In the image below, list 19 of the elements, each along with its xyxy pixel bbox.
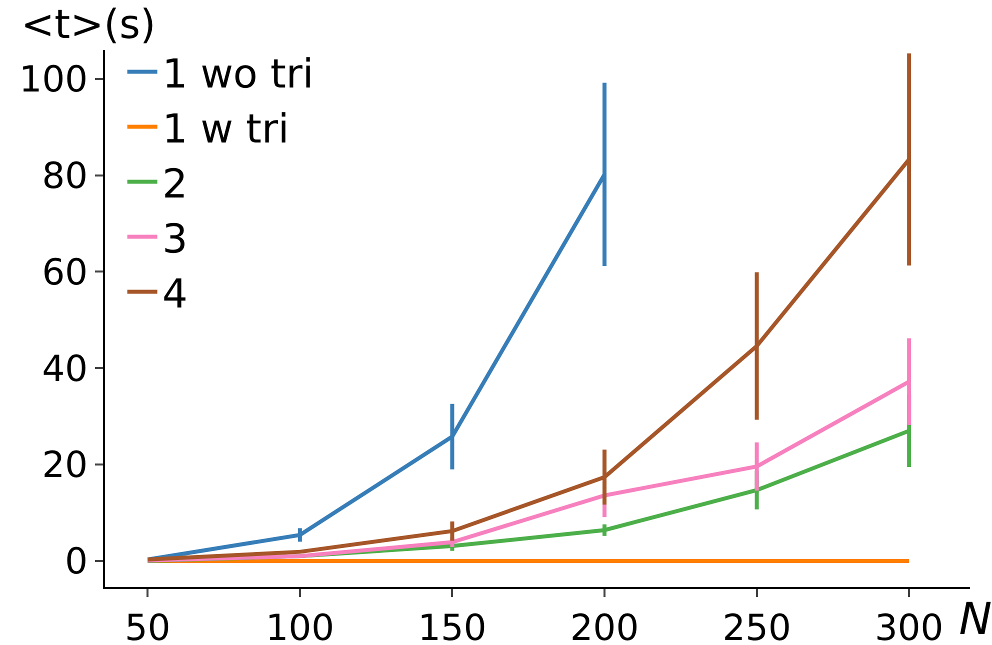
y-tick-label: 40 bbox=[42, 348, 88, 390]
x-tick-label: 100 bbox=[266, 608, 334, 645]
legend-label: 4 bbox=[162, 271, 188, 318]
y-tick-label: 0 bbox=[64, 542, 88, 583]
x-tick-label: 250 bbox=[722, 608, 792, 645]
y-tick-label: 100 bbox=[19, 60, 88, 101]
y-tick-label: 60 bbox=[42, 252, 88, 294]
x-tick-label: 50 bbox=[124, 608, 171, 645]
legend-label: 3 bbox=[162, 216, 188, 262]
x-tick-label: 300 bbox=[874, 608, 944, 645]
legend-label: 1 wo tri bbox=[162, 51, 314, 98]
y-tick-label: 80 bbox=[42, 156, 88, 197]
x-tick-label: 200 bbox=[570, 608, 639, 645]
legend-label: 1 w tri bbox=[162, 106, 290, 152]
x-axis-title: N bbox=[959, 594, 992, 645]
legend-label: 2 bbox=[162, 161, 188, 208]
y-axis-title: <t>(s) bbox=[21, 2, 156, 48]
x-tick-label: 150 bbox=[418, 608, 487, 645]
y-tick-label: 20 bbox=[42, 445, 88, 486]
